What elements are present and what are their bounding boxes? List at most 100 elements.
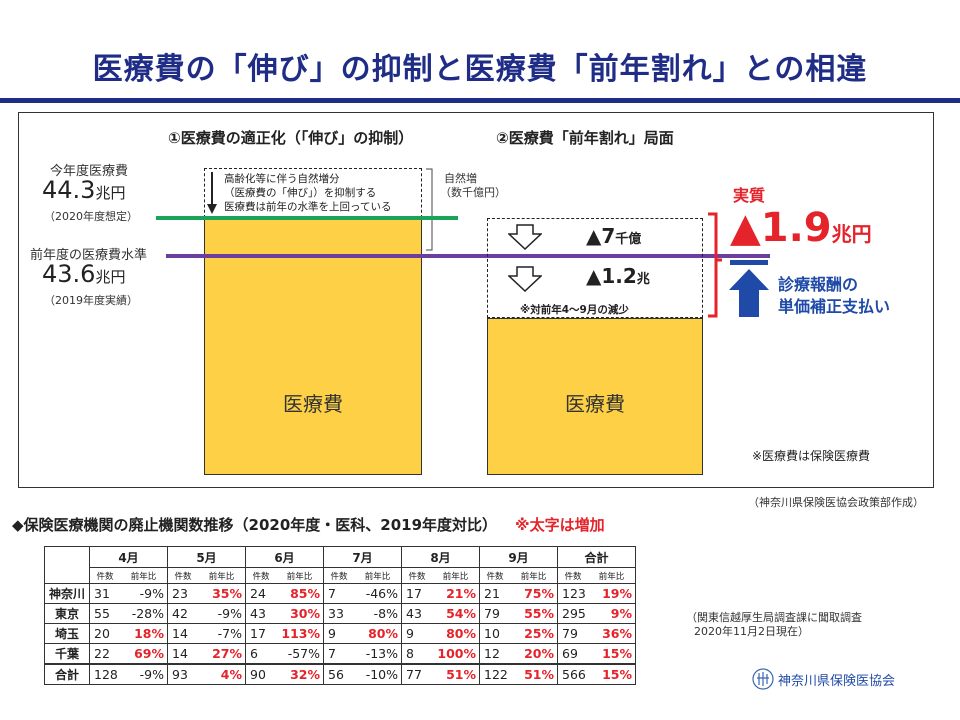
ratio-cell: -46% [354, 583, 402, 604]
count-cell: 79 [557, 623, 588, 644]
table-header-row: 4月 5月 6月 7月 8月 9月 合計 [44, 546, 636, 568]
count-cell: 122 [479, 663, 510, 685]
decrease-1: ▲7千億 [586, 224, 641, 248]
actual-value: ▲1.9兆円 [730, 204, 872, 258]
prev-year-value: 43.6兆円 [42, 260, 125, 288]
subheader-ratio: 前年比 [276, 567, 324, 584]
count-cell: 93 [167, 663, 198, 685]
ratio-cell: 85% [276, 583, 324, 604]
count-cell: 42 [167, 603, 198, 624]
month-header: 合計 [557, 546, 636, 568]
count-cell: 566 [557, 663, 588, 685]
actual-value-number: ▲1.9 [730, 205, 832, 251]
ratio-cell: 36% [588, 623, 636, 644]
count-cell: 6 [245, 643, 276, 665]
subheader-count: 件数 [323, 567, 354, 584]
subheader-count: 件数 [89, 567, 120, 584]
month-header: 9月 [479, 546, 558, 568]
source-note: （神奈川県保険医協会政策部作成） [748, 496, 924, 509]
count-cell: 24 [245, 583, 276, 604]
decrease-box [487, 218, 703, 318]
count-cell: 9 [323, 623, 354, 644]
ratio-cell: 51% [432, 663, 480, 685]
count-cell: 123 [557, 583, 588, 604]
payment-line-2: 単価補正支払い [778, 297, 891, 316]
hollow-down-arrow-icon [508, 224, 542, 250]
ratio-cell: 54% [432, 603, 480, 624]
subheader-count: 件数 [167, 567, 198, 584]
header-right: ②医療費「前年割れ」局面 [496, 129, 674, 147]
prefecture-cell: 東京 [44, 603, 90, 624]
month-header: 8月 [401, 546, 480, 568]
diagram-frame [18, 112, 934, 488]
subheader-count: 件数 [479, 567, 510, 584]
count-cell: 7 [323, 643, 354, 665]
subheader-count: 件数 [557, 567, 588, 584]
count-cell: 17 [245, 623, 276, 644]
table-row: 神奈川 31 -9% 23 35% 24 85% 7 -46% 17 21% 21 75% 123 19% [44, 583, 636, 604]
ratio-cell: -57% [276, 643, 324, 665]
closures-table: 4月 5月 6月 7月 8月 9月 合計 件数 前年比 件数 前年比 件数 前年比 件数 前年比 件数 前年比… [44, 546, 636, 685]
month-header: 5月 [167, 546, 246, 568]
count-cell: 69 [557, 643, 588, 665]
count-cell: 43 [245, 603, 276, 624]
subheader-count: 件数 [401, 567, 432, 584]
subheader-ratio: 前年比 [354, 567, 402, 584]
bar-right-label: 医療費 [565, 392, 625, 416]
table-row: 埼玉 20 18% 14 -7% 17 113% 9 80% 9 80% 10 25% 79 36% [44, 623, 636, 644]
ratio-cell: 30% [276, 603, 324, 624]
count-cell: 21 [479, 583, 510, 604]
table-title-text: ◆保険医療機関の廃止機関数推移（2020年度・医科、2019年度対比） [12, 516, 498, 534]
count-cell: 43 [401, 603, 432, 624]
ratio-cell: 4% [198, 663, 246, 685]
up-arrow-icon [729, 260, 769, 317]
table-title: ◆保険医療機関の廃止機関数推移（2020年度・医科、2019年度対比） ※太字は増… [12, 514, 605, 535]
page-title: 医療費の「伸び」の抑制と医療費「前年割れ」との相違 [92, 52, 868, 87]
prev-level-line [166, 254, 770, 258]
count-cell: 17 [401, 583, 432, 604]
count-cell: 295 [557, 603, 588, 624]
hollow-down-arrow-icon [508, 266, 542, 292]
count-cell: 31 [89, 583, 120, 604]
month-header: 4月 [89, 546, 168, 568]
table-source-line-2: 2020年11月2日現在） [694, 625, 809, 638]
ratio-cell: 32% [276, 663, 324, 685]
ratio-cell: -9% [198, 603, 246, 624]
ratio-cell: 100% [432, 643, 480, 665]
title-rule [0, 98, 960, 103]
count-cell: 33 [323, 603, 354, 624]
corner-cell [44, 546, 90, 568]
ratio-cell: -8% [354, 603, 402, 624]
count-cell: 77 [401, 663, 432, 685]
ratio-cell: 27% [198, 643, 246, 665]
prefecture-cell: 神奈川 [44, 583, 90, 604]
org-name: 神奈川県保険医協会 [778, 674, 896, 689]
payment-text: 診療報酬の 単価補正支払い [778, 274, 890, 318]
decrease-2-value: ▲1.2 [586, 264, 637, 288]
natural-increase-line-1: 高齢化等に伴う自然増分 [224, 173, 340, 185]
ratio-cell: 35% [198, 583, 246, 604]
decrease-2: ▲1.2兆 [586, 264, 650, 288]
ratio-cell: -9% [120, 663, 168, 685]
prev-year-unit: 兆円 [95, 268, 126, 286]
table-subheader-row: 件数 前年比 件数 前年比 件数 前年比 件数 前年比 件数 前年比 件数 前年比 件数 前年比 [44, 567, 636, 584]
natural-increase-line-2: （医療費の「伸び」）を抑制する [224, 187, 377, 199]
bar-left [204, 218, 422, 475]
count-cell: 22 [89, 643, 120, 665]
prefecture-cell: 埼玉 [44, 623, 90, 644]
prefecture-cell: 合計 [44, 663, 90, 685]
ratio-cell: 15% [588, 643, 636, 665]
current-year-value: 44.3兆円 [42, 176, 125, 204]
header-left: ①医療費の適正化（「伸び」の抑制） [168, 129, 414, 147]
current-year-label: 今年度医療費 [50, 164, 129, 179]
ratio-cell: 113% [276, 623, 324, 644]
month-header: 6月 [245, 546, 324, 568]
ratio-cell: 25% [510, 623, 558, 644]
subheader-ratio: 前年比 [432, 567, 480, 584]
prev-year-label: 前年度の医療費水準 [30, 248, 148, 263]
down-arrow-icon [207, 172, 217, 214]
ratio-cell: 20% [510, 643, 558, 665]
ratio-cell: 9% [588, 603, 636, 624]
bar-left-label: 医療費 [283, 392, 343, 416]
ratio-cell: -9% [120, 583, 168, 604]
